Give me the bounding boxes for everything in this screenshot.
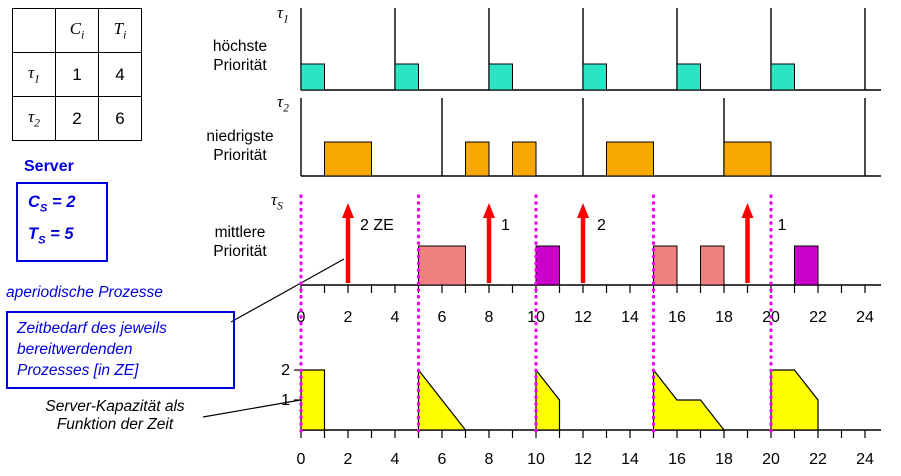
tau2-execution-block (723, 141, 772, 177)
capacity-time-axis-label: 22 (809, 451, 827, 468)
capacity-shape (535, 368, 561, 431)
capacity-shape (770, 369, 819, 431)
tau1-execution-block (582, 63, 607, 91)
table-corner-cell (12, 8, 56, 53)
server-time-axis-label: 22 (809, 309, 827, 326)
tau2-c-value: 2 (55, 96, 99, 141)
tau1-c-value: 1 (55, 52, 99, 97)
server-title: Server (24, 158, 74, 175)
server-time-axis-label: 6 (438, 309, 447, 326)
tau2-symbol: τ2 (28, 107, 40, 130)
tau2-cell: τ2 (12, 96, 56, 141)
leader-line-zeitbedarf (230, 258, 345, 323)
tau2-t-value: 6 (98, 96, 142, 141)
capacity-axis-label: 2 (281, 362, 290, 379)
aperiodic-arrival-arrowhead (342, 203, 354, 218)
leader-line-kapazitaet (202, 397, 313, 418)
tau2-row-label: τ2 (277, 92, 289, 115)
tauS-priority-label: mittlere Priorität (213, 224, 267, 260)
capacity-time-axis-label: 2 (344, 451, 353, 468)
server-ts-line: TS = 5 (28, 225, 74, 247)
capacity-time-axis-label: 10 (527, 451, 545, 468)
ci-symbol: Ci (69, 19, 85, 42)
aperiodic-arrival-arrowhead (741, 203, 754, 218)
capacity-time-axis-label: 4 (391, 451, 400, 468)
server-cs-line: CS = 2 (28, 193, 76, 215)
capacity-time-axis-label: 24 (856, 451, 874, 468)
tau2-execution-block (606, 141, 654, 177)
table-row-tau1: τ1 1 4 (12, 52, 142, 97)
aperiodic-arrival-label: 2 ZE (360, 217, 394, 234)
server-time-axis-label: 24 (856, 309, 874, 326)
capacity-time-axis-label: 12 (574, 451, 592, 468)
zeitbedarf-line3: Prozesses [in ZE] (17, 362, 139, 379)
server-time-axis-label: 4 (391, 309, 400, 326)
capacity-time-axis-label: 14 (621, 451, 639, 468)
aperiodic-processes-label: aperiodische Prozesse (6, 284, 163, 301)
capacity-time-axis-label: 6 (438, 451, 447, 468)
capacity-time-axis-label: 0 (297, 451, 306, 468)
aperiodic-arrival-label: 1 (778, 217, 787, 234)
server-execution-block (794, 245, 819, 286)
kapazitaet-line1: Server-Kapazität als (45, 398, 185, 415)
capacity-time-axis-label: 20 (762, 451, 780, 468)
server-time-axis-label: 12 (574, 309, 592, 326)
tau1-symbol: τ1 (28, 63, 40, 86)
capacity-shape (300, 369, 326, 431)
server-execution-block (653, 245, 678, 286)
tau1-execution-block (300, 63, 325, 91)
tauS-row-label: τS (271, 190, 283, 213)
tau1-cell: τ1 (12, 52, 56, 97)
table-header-row: Ci Ti (12, 8, 142, 53)
aperiodic-arrival-label: 1 (501, 217, 510, 234)
server-time-axis-label: 2 (344, 309, 353, 326)
server-execution-block (535, 245, 560, 286)
zeitbedarf-note: Zeitbedarf des jeweils bereitwerdenden P… (6, 311, 235, 389)
tau2-execution-block (512, 141, 537, 177)
ti-symbol: Ti (113, 19, 127, 42)
tau1-execution-block (676, 63, 701, 91)
tau1-execution-block (770, 63, 795, 91)
server-execution-block (700, 245, 725, 286)
aperiodic-arrival-arrowhead (577, 203, 589, 218)
server-execution-block (418, 245, 466, 286)
table-row-tau2: τ2 2 6 (12, 96, 142, 141)
table-header-ci: Ci (55, 8, 99, 53)
tau1-execution-block (488, 63, 513, 91)
table-header-ti: Ti (98, 8, 142, 53)
tau2-execution-block (324, 141, 372, 177)
capacity-axis-label: 1 (281, 392, 290, 409)
capacity-time-axis-label: 8 (485, 451, 494, 468)
server-time-axis-label: 18 (715, 309, 733, 326)
server-capacity-note: Server-Kapazität als Funktion der Zeit (22, 398, 208, 434)
server-params-box: CS = 2 TS = 5 (16, 182, 108, 262)
capacity-shape (417, 368, 467, 431)
capacity-time-axis-label: 18 (715, 451, 733, 468)
aperiodic-arrival-label: 2 (597, 217, 606, 234)
tau2-execution-block (465, 141, 490, 177)
capacity-shape (652, 368, 726, 431)
capacity-time-axis-label: 16 (668, 451, 686, 468)
zeitbedarf-line1: Zeitbedarf des jeweils (17, 320, 167, 337)
tau1-row-label: τ1 (277, 3, 289, 26)
zeitbedarf-line2: bereitwerdenden (17, 341, 133, 358)
tau1-execution-block (394, 63, 419, 91)
server-time-axis-label: 14 (621, 309, 639, 326)
aperiodic-arrival-arrowhead (483, 203, 495, 218)
task-parameter-table: Ci Ti τ1 1 4 τ2 2 6 (12, 8, 142, 141)
server-time-axis-label: 8 (485, 309, 494, 326)
tau2-priority-label: niedrigste Priorität (206, 128, 274, 164)
tau1-t-value: 4 (98, 52, 142, 97)
tau1-priority-label: höchste Priorität (212, 38, 268, 74)
server-time-axis-label: 16 (668, 309, 686, 326)
kapazitaet-line2: Funktion der Zeit (56, 416, 174, 433)
